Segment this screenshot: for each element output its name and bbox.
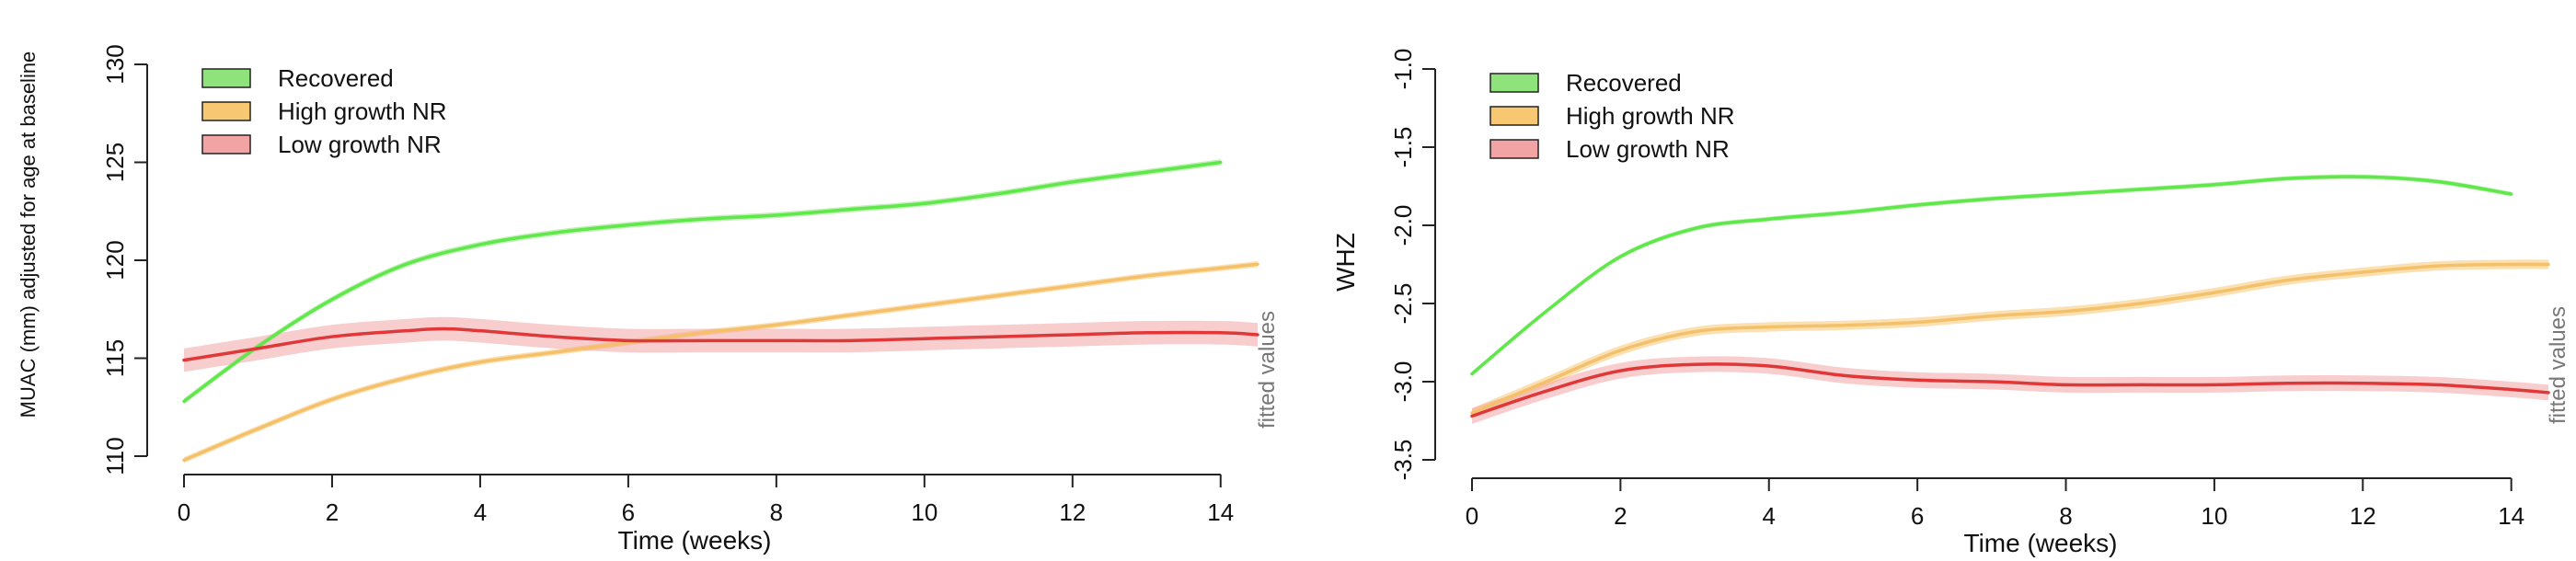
legend-swatch — [1489, 106, 1539, 126]
series-band-1 — [1472, 259, 2548, 418]
y-tick-label: -1.0 — [1389, 49, 1417, 90]
legend-swatch — [1489, 139, 1539, 159]
x-tick-label: 0 — [1466, 502, 1478, 530]
series-line-2 — [1470, 362, 2550, 418]
y-tick-label: 110 — [101, 437, 129, 475]
legend-label: Recovered — [278, 64, 394, 92]
fitted-values-label: fitted values — [1255, 311, 1280, 429]
legend-swatch — [201, 101, 251, 121]
y-axis-title: MUAC (mm) adjusted for age at baseline — [17, 52, 40, 418]
x-tick-label: 14 — [1207, 498, 1234, 526]
fitted-values-label: fitted values — [2546, 306, 2570, 424]
x-tick-label: 12 — [1059, 498, 1086, 526]
legend-label: High growth NR — [1566, 102, 1735, 130]
x-tick-label: 10 — [911, 498, 937, 526]
y-tick-label: 115 — [101, 339, 129, 377]
y-tick-label: -2.0 — [1389, 205, 1417, 246]
series-band-0 — [184, 159, 1221, 405]
x-tick-label: 2 — [1614, 502, 1627, 530]
x-axis-title: Time (weeks) — [618, 526, 772, 555]
series-line-0 — [1470, 175, 2513, 376]
chart-svg-0: 110 115 120 125 130 0 2 4 6 8 10 12 14 Time (weeks) MU… — [17, 44, 1280, 555]
legend-swatch — [1489, 73, 1539, 93]
x-tick-label: 6 — [622, 498, 635, 526]
x-tick-label: 10 — [2201, 502, 2227, 530]
series-line-1 — [1470, 262, 2550, 415]
x-tick-label: 6 — [1911, 502, 1924, 530]
legend-label: Low growth NR — [278, 131, 442, 158]
x-tick-label: 4 — [1763, 502, 1776, 530]
muac-chart-panel: 110 115 120 125 130 0 2 4 6 8 10 12 14 Time (weeks) MU… — [17, 44, 1280, 555]
x-tick-label: 2 — [326, 498, 339, 526]
x-tick-label: 8 — [770, 498, 783, 526]
y-tick-label: -3.5 — [1389, 440, 1417, 481]
series-line-2 — [182, 326, 1259, 362]
y-axis-title: WHZ — [1331, 233, 1360, 292]
x-tick-label: 8 — [2059, 502, 2072, 530]
x-tick-label: 12 — [2350, 502, 2376, 530]
x-axis-title: Time (weeks) — [1964, 529, 2118, 557]
whz-chart-panel: -3.5 -3.0 -2.5 -2.0 -1.5 -1.0 0 2 4 6 8 10 12 14 Time … — [1288, 0, 2576, 561]
legend-label: Low growth NR — [1566, 135, 1730, 163]
series-line-0 — [182, 160, 1223, 404]
x-tick-label: 0 — [178, 498, 190, 526]
y-tick-label: 130 — [101, 44, 129, 84]
y-tick-label: -3.0 — [1389, 361, 1417, 403]
legend-label: Recovered — [1566, 69, 1682, 97]
y-tick-label: 120 — [101, 240, 129, 280]
series-band-2 — [184, 316, 1258, 372]
chart-svg-1: -3.5 -3.0 -2.5 -2.0 -1.5 -1.0 0 2 4 6 8 10 12 14 Time … — [1331, 49, 2570, 557]
y-tick-label: -1.5 — [1389, 127, 1417, 168]
x-tick-label: 14 — [2498, 502, 2524, 530]
legend-swatch — [201, 68, 251, 88]
series-line-1 — [182, 262, 1259, 463]
y-tick-label: -2.5 — [1389, 283, 1417, 325]
series-band-2 — [1472, 356, 2548, 424]
legend-swatch — [201, 134, 251, 155]
y-tick-label: 125 — [101, 143, 129, 182]
x-tick-label: 4 — [474, 498, 487, 526]
legend-label: High growth NR — [278, 97, 447, 125]
